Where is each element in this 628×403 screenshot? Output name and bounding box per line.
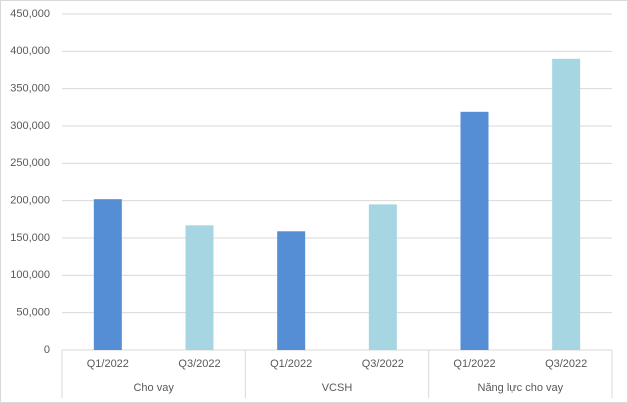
x-tick-label: Q1/2022 xyxy=(453,358,495,370)
group-label: Năng lực cho vay xyxy=(478,382,564,394)
bar xyxy=(277,231,306,350)
bar xyxy=(368,204,397,350)
bar xyxy=(185,225,214,350)
x-tick-label: Q1/2022 xyxy=(87,358,129,370)
y-tick-label: 50,000 xyxy=(16,307,50,319)
y-tick-label: 250,000 xyxy=(10,157,50,169)
y-tick-label: 150,000 xyxy=(10,232,50,244)
x-tick-label: Q3/2022 xyxy=(178,358,220,370)
y-tick-label: 400,000 xyxy=(10,45,50,57)
bar xyxy=(93,199,122,350)
group-label: VCSH xyxy=(322,382,353,394)
group-label: Cho vay xyxy=(133,382,174,394)
y-tick-label: 450,000 xyxy=(10,8,50,20)
y-tick-label: 350,000 xyxy=(10,83,50,95)
y-tick-label: 300,000 xyxy=(10,120,50,132)
x-tick-label: Q3/2022 xyxy=(362,358,404,370)
bar xyxy=(552,58,581,351)
y-tick-label: 0 xyxy=(44,344,50,356)
x-tick-label: Q3/2022 xyxy=(545,358,587,370)
x-tick-label: Q1/2022 xyxy=(270,358,312,370)
y-tick-label: 200,000 xyxy=(10,195,50,207)
y-tick-label: 100,000 xyxy=(10,269,50,281)
bar xyxy=(460,111,489,351)
